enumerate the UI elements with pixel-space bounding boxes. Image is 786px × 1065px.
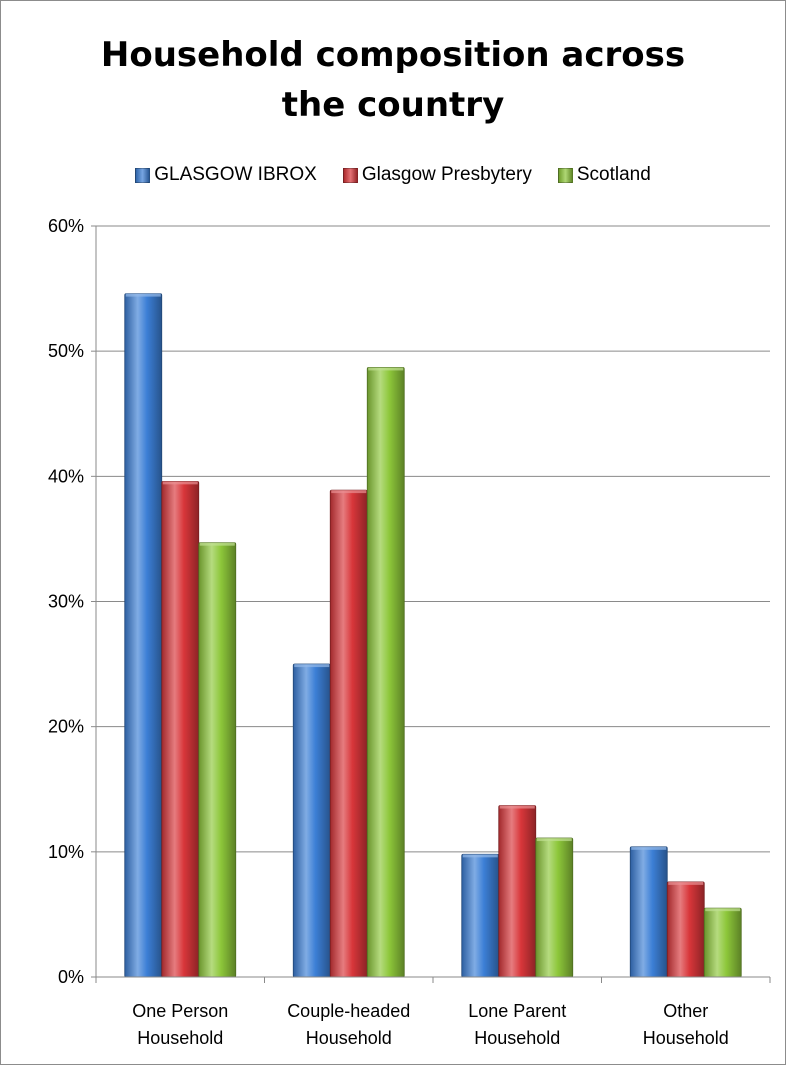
x-category-label: Household (643, 1028, 729, 1048)
bar-scotland-3 (703, 907, 742, 978)
y-tick-label: 0% (58, 967, 84, 987)
bar-glasgow-ibrox-2 (461, 853, 500, 978)
x-category-label: Household (137, 1028, 223, 1048)
bar-cap-glasgow-ibrox-0 (125, 293, 161, 297)
bar-scotland-1 (366, 367, 405, 978)
x-category-label: Other (663, 1001, 708, 1021)
bar-cap-glasgow-presbytery-3 (668, 881, 704, 885)
bar-scotland-0 (198, 542, 237, 978)
chart-title-line-1: Household composition across (100, 35, 686, 75)
x-category-label: Couple-headed (287, 1001, 410, 1021)
bar-glasgow-presbytery-1 (329, 489, 368, 978)
y-tick-label: 20% (48, 717, 84, 737)
legend-item-scotland: Scotland (557, 164, 651, 186)
chart-title: Household composition across the country (0, 30, 786, 130)
bar-glasgow-ibrox-3 (629, 846, 668, 978)
legend-label-glasgow-presbytery: Glasgow Presbytery (361, 164, 532, 185)
x-category-label: Lone Parent (468, 1001, 566, 1021)
legend-swatch-scotland (557, 167, 573, 183)
y-tick-label: 40% (48, 466, 84, 486)
bar-cap-scotland-2 (536, 838, 572, 842)
x-category-label: One Person (132, 1001, 228, 1021)
bar-cap-scotland-0 (199, 542, 235, 546)
bar-glasgow-ibrox-1 (292, 663, 331, 978)
legend-swatch-glasgow-ibrox (135, 167, 151, 183)
y-tick-label: 50% (48, 341, 84, 361)
bar-glasgow-presbytery-0 (161, 480, 200, 978)
x-category-label: Household (306, 1028, 392, 1048)
bar-cap-glasgow-presbytery-2 (499, 805, 535, 809)
x-category-label: Household (474, 1028, 560, 1048)
legend-item-glasgow-presbytery: Glasgow Presbytery (342, 164, 532, 186)
bar-glasgow-ibrox-0 (124, 293, 163, 978)
legend-item-glasgow-ibrox: GLASGOW IBROX (135, 164, 317, 186)
chart-title-line-2: the country (281, 85, 505, 125)
bar-scotland-2 (535, 837, 574, 978)
bar-cap-scotland-3 (705, 908, 741, 912)
bar-glasgow-presbytery-3 (666, 881, 705, 978)
legend-label-scotland: Scotland (576, 164, 651, 185)
bar-cap-glasgow-presbytery-1 (331, 490, 367, 494)
legend: GLASGOW IBROX Glasgow Presbytery Scotlan… (0, 164, 786, 186)
bar-cap-glasgow-ibrox-3 (631, 846, 667, 850)
y-tick-label: 60% (48, 216, 84, 236)
legend-label-glasgow-ibrox: GLASGOW IBROX (154, 164, 317, 185)
bar-cap-glasgow-presbytery-0 (162, 481, 198, 485)
bar-glasgow-presbytery-2 (498, 805, 537, 978)
bar-cap-glasgow-ibrox-2 (462, 854, 498, 858)
bar-cap-glasgow-ibrox-1 (294, 664, 330, 668)
y-tick-label: 30% (48, 592, 84, 612)
y-tick-label: 10% (48, 842, 84, 862)
legend-swatch-glasgow-presbytery (342, 167, 358, 183)
bar-cap-scotland-1 (368, 367, 404, 371)
